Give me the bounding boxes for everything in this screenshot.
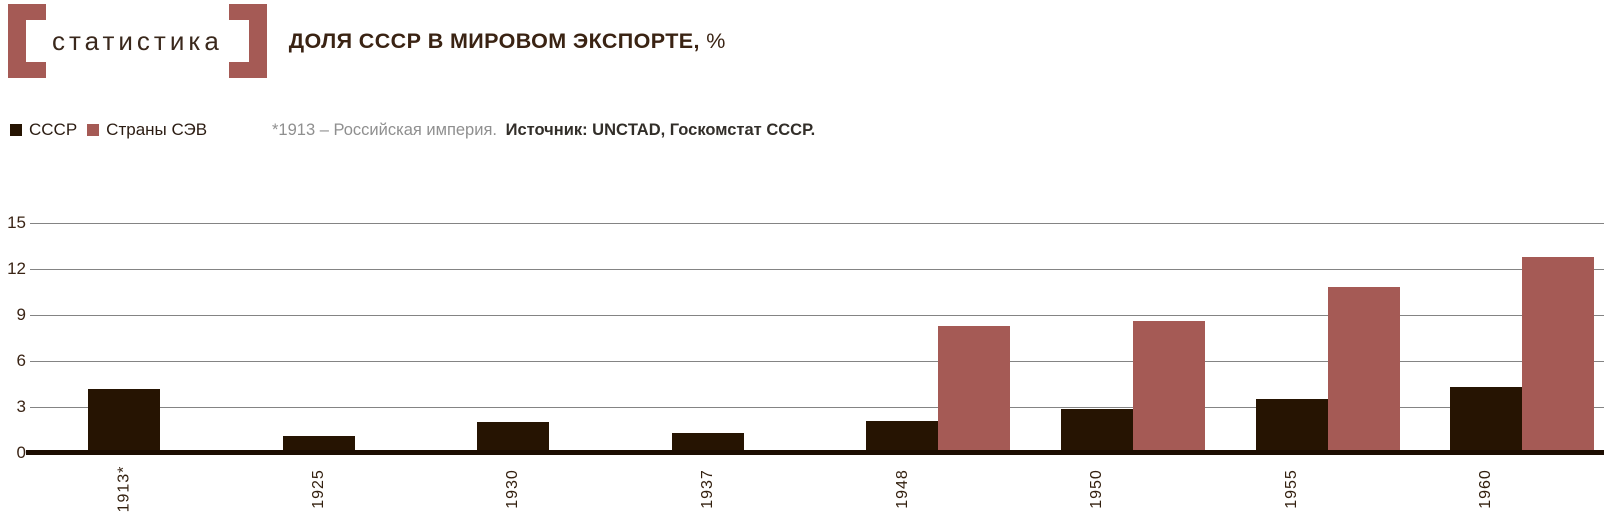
gridline-y15 (30, 223, 1604, 224)
legend-label-sev: Страны СЭВ (106, 120, 208, 139)
chart-title-text: ДОЛЯ СССР В МИРОВОМ ЭКСПОРТЕ, (288, 28, 700, 53)
x-axis-tick-1913: 1913* (114, 465, 132, 513)
y-axis-tick-12: 12 (7, 259, 26, 278)
legend-swatch-ussr (10, 124, 22, 136)
gridline-y9 (30, 315, 1604, 316)
bar-ussr-1925 (282, 436, 355, 453)
x-axis-baseline (26, 450, 1604, 455)
x-axis-tick-1960: 1960 (1477, 469, 1495, 509)
percent-sign: % (706, 28, 726, 53)
x-axis-tick-wrap-1955: 1955 (1262, 458, 1322, 520)
y-axis-tick-9: 9 (16, 305, 26, 324)
footnote-source-text: Источник: UNCTAD, Госкомстат СССР. (505, 121, 816, 139)
y-axis-tick-15: 15 (7, 213, 26, 232)
x-axis-tick-1950: 1950 (1088, 469, 1105, 509)
logo-right-bracket-icon (228, 4, 267, 78)
statistika-logo: статистика (8, 4, 267, 78)
bar-sev-1950 (1133, 321, 1205, 453)
bar-sev-1960 (1522, 256, 1595, 453)
bar-ussr-1937 (671, 433, 744, 453)
bar-ussr-1955 (1255, 399, 1328, 453)
bar-ussr-1948 (866, 420, 939, 453)
x-axis-tick-wrap-1925: 1925 (289, 458, 349, 520)
legend-item-sev: Страны СЭВ (87, 120, 207, 140)
bar-ussr-1960 (1450, 387, 1523, 453)
bar-ussr-1913 (88, 388, 160, 453)
gridline-y6 (30, 361, 1604, 362)
bar-ussr-1950 (1061, 408, 1133, 453)
x-axis-tick-wrap-1913: 1913* (94, 458, 154, 520)
gridline-y12 (30, 269, 1604, 270)
logo-left-bracket-icon (8, 4, 46, 78)
x-axis-tick-1925: 1925 (309, 469, 327, 509)
y-axis-tick-0: 0 (16, 443, 26, 462)
meta-row: СССР Страны СЭВ *1913 – Российская импер… (10, 120, 1600, 144)
x-axis-tick-wrap-1948: 1948 (872, 458, 932, 520)
x-axis-tick-1930: 1930 (504, 469, 522, 509)
chart-title: ДОЛЯ СССР В МИРОВОМ ЭКСПОРТЕ, % (289, 29, 726, 54)
y-axis-tick-6: 6 (16, 351, 26, 370)
gridline-y3 (30, 407, 1604, 408)
legend-item-ussr: СССР (10, 120, 77, 140)
footnote-asterisk-text: *1913 – Российская империя. (272, 121, 497, 139)
x-axis-tick-wrap-1950: 1950 (1067, 458, 1127, 520)
footnote: *1913 – Российская империя. Источник: UN… (272, 121, 815, 140)
legend-label-ussr: СССР (29, 120, 78, 139)
x-axis-tick-wrap-1960: 1960 (1456, 458, 1516, 520)
bar-ussr-1930 (477, 422, 550, 453)
legend: СССР Страны СЭВ (10, 120, 207, 140)
y-axis-tick-3: 3 (16, 397, 26, 416)
legend-swatch-sev (87, 124, 100, 136)
header: статистика ДОЛЯ СССР В МИРОВОМ ЭКСПОРТЕ,… (8, 4, 726, 78)
bar-sev-1948 (938, 325, 1011, 453)
x-axis-tick-1948: 1948 (893, 469, 911, 509)
x-axis-tick-1937: 1937 (698, 469, 716, 509)
x-axis-tick-wrap-1930: 1930 (483, 458, 543, 520)
bar-sev-1955 (1327, 287, 1400, 453)
x-axis-tick-wrap-1937: 1937 (678, 458, 738, 520)
logo-text: статистика (52, 25, 223, 56)
x-axis-tick-1955: 1955 (1282, 469, 1300, 509)
